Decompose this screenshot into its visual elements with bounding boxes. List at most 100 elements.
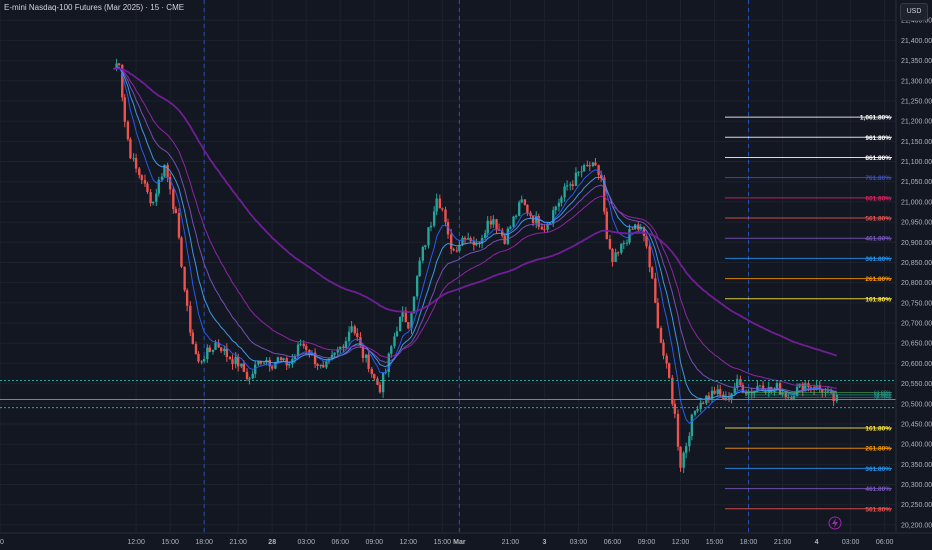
fib-level-label: 461.80% [865, 236, 891, 243]
candle-body [648, 246, 651, 268]
price-tick-label: 20,400.00 [901, 442, 932, 449]
fib-retrace-label: 61.80% [874, 390, 892, 396]
candle-body [509, 226, 512, 229]
time-tick-label: 12:00 [127, 539, 145, 546]
ema-slower-line [113, 67, 837, 389]
fib-level-label: 161.80% [865, 426, 891, 433]
candle-body [821, 388, 824, 393]
price-tick-label: 21,200.00 [901, 119, 932, 126]
candle-body [625, 242, 629, 244]
candle-body [168, 177, 172, 190]
candle-body [219, 347, 223, 352]
candle-body [696, 409, 699, 411]
candle-body [489, 220, 493, 225]
candles [115, 58, 838, 474]
candle-body [535, 215, 538, 223]
candle-body [240, 363, 243, 367]
candle-body [597, 165, 600, 176]
candle-body [211, 349, 215, 352]
candle-body [268, 359, 271, 367]
candle-body [438, 198, 442, 209]
candle-body [143, 180, 147, 184]
currency-button[interactable]: USD [900, 3, 928, 21]
time-tick-label: 18:00 [740, 539, 758, 546]
time-tick-label: 21:00 [774, 539, 792, 546]
candle-body [242, 363, 246, 372]
candle-body [650, 267, 654, 279]
price-axis[interactable]: 21,450.00 21,400.00 21,350.00 21,300.00 21,2… [895, 0, 932, 550]
candle-body [688, 436, 691, 447]
candle-body [716, 389, 719, 394]
candle-body [611, 248, 614, 262]
candle-body [707, 395, 711, 399]
candle-body [531, 216, 535, 223]
candle-body [191, 332, 194, 345]
candle-body [801, 383, 804, 391]
candle-body [206, 347, 209, 360]
price-tick-label: 21,050.00 [901, 179, 932, 186]
price-tick-label: 21,150.00 [901, 139, 932, 146]
candle-body [486, 220, 489, 234]
candle-body [654, 278, 657, 303]
candle-body [415, 276, 419, 297]
chart-title: E-mini Nasdaq-100 Futures (Mar 2025) · 1… [4, 3, 185, 12]
fib-level-label: 261.80% [865, 276, 891, 283]
price-tick-label: 20,600.00 [901, 361, 932, 368]
candle-body [580, 171, 583, 173]
candle-body [251, 373, 254, 379]
candle-body [804, 383, 807, 391]
candle-body [421, 246, 425, 261]
candle-body [608, 239, 612, 249]
chart-grid [0, 0, 896, 533]
candle-body [231, 359, 234, 365]
candle-body [449, 234, 453, 250]
time-tick-label: 00 [0, 539, 4, 546]
candle-body [157, 179, 160, 194]
time-tick-label: 09:00 [638, 539, 656, 546]
candle-body [330, 354, 334, 359]
candle-body [693, 410, 697, 415]
time-axis[interactable]: 00 12:00 15:00 18:00 21:00 28 03:00 06:00 09:00 1… [0, 532, 932, 546]
candle-body [279, 357, 283, 360]
candle-body [432, 211, 436, 226]
candle-body [631, 228, 634, 230]
time-tick-label: 28 [268, 539, 276, 546]
candle-body [463, 237, 467, 240]
candle-body [475, 243, 478, 246]
candle-body [676, 413, 680, 447]
price-tick-label: 20,450.00 [901, 421, 932, 428]
price-tick-label: 21,450.00 [901, 18, 932, 25]
candle-body [565, 185, 569, 187]
candle-body [710, 390, 714, 399]
candle-body [336, 349, 339, 353]
candle-body [259, 361, 263, 364]
price-tick-label: 20,800.00 [901, 280, 932, 287]
ema-mid-line [113, 67, 837, 400]
candle-body [302, 343, 305, 347]
time-tick-label: 21:00 [229, 539, 247, 546]
candle-body [520, 199, 523, 203]
candle-body [537, 215, 540, 227]
candle-body [599, 175, 603, 178]
candle-body [228, 357, 232, 360]
candle-body [132, 158, 135, 160]
candle-body [506, 228, 510, 244]
fib-retrace-label: 38.20% [874, 395, 892, 401]
candle-body [364, 354, 368, 358]
candle-body [126, 121, 130, 140]
candle-body [512, 216, 515, 227]
candle-body [393, 336, 396, 347]
candle-body [429, 225, 433, 228]
candle-body [271, 366, 274, 369]
candle-body [117, 63, 121, 65]
candle-body [274, 362, 277, 369]
candle-body [427, 227, 430, 246]
candle-body [245, 371, 249, 379]
candle-body [398, 316, 402, 332]
candle-body [818, 385, 821, 389]
candle-body [665, 355, 668, 364]
price-tick-label: 20,200.00 [901, 522, 932, 529]
lightning-icon[interactable] [828, 516, 842, 530]
candle-body [155, 193, 158, 202]
